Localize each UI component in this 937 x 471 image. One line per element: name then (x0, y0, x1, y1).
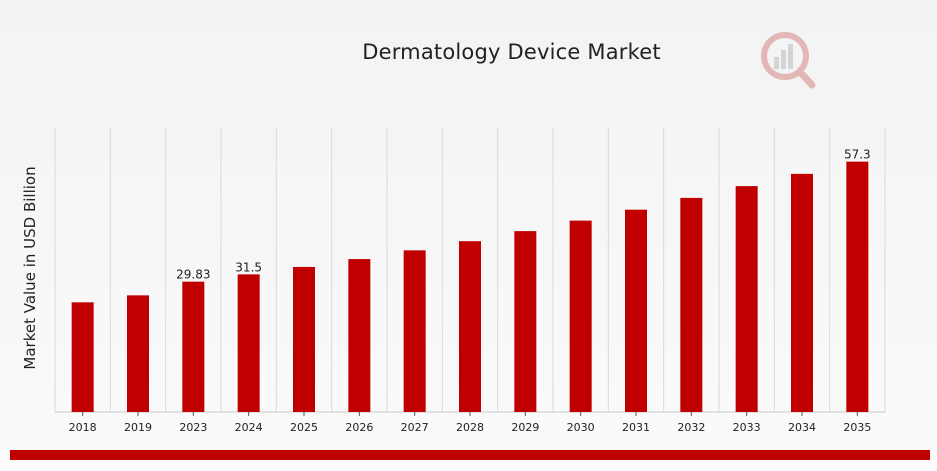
x-tick-label: 2032 (677, 421, 705, 434)
bar-2023 (182, 281, 205, 412)
x-tick-label: 2028 (456, 421, 484, 434)
bar-2025 (293, 266, 315, 412)
x-tick-label: 2033 (733, 421, 761, 434)
bar-2032 (680, 197, 703, 412)
bar-2018 (71, 302, 94, 412)
market-research-logo-icon (761, 32, 816, 89)
bar-2035 (846, 161, 869, 412)
bar-2024 (237, 274, 260, 412)
footer-bar (10, 450, 930, 460)
x-tick-label: 2018 (69, 421, 97, 434)
bar-2029 (514, 231, 537, 412)
x-tick-label: 2035 (843, 421, 871, 434)
x-tick-label: 2019 (124, 421, 152, 434)
x-tick-label: 2026 (345, 421, 373, 434)
x-tick-label: 2031 (622, 421, 650, 434)
x-tick-label: 2025 (290, 421, 318, 434)
x-tick-label: 2027 (401, 421, 429, 434)
x-tick-label: 2034 (788, 421, 816, 434)
bar-2030 (569, 220, 592, 412)
bar-2034 (791, 173, 813, 412)
bar-2033 (735, 186, 758, 412)
x-tick-label: 2029 (511, 421, 539, 434)
bar-2028 (459, 241, 481, 412)
bar-2019 (127, 295, 149, 412)
x-tick-label: 2024 (235, 421, 263, 434)
bar-2027 (403, 250, 426, 412)
x-tick-label: 2030 (567, 421, 595, 434)
data-label: 29.83 (176, 268, 210, 282)
bar-2031 (625, 209, 647, 412)
chart-title: Dermatology Device Market (362, 40, 661, 64)
bar-2026 (348, 259, 371, 412)
x-tick-label: 2023 (179, 421, 207, 434)
data-label: 31.5 (235, 260, 262, 274)
data-label: 57.3 (844, 148, 871, 162)
